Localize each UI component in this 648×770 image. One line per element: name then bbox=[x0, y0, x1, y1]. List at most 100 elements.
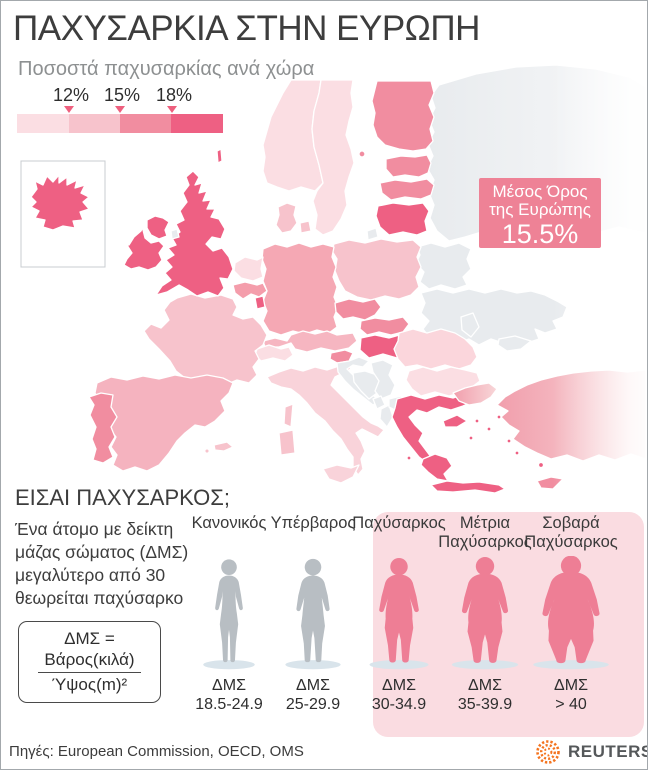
legend-bin-1 bbox=[17, 114, 69, 133]
aegean-island bbox=[474, 418, 480, 424]
country-austria bbox=[262, 330, 358, 353]
sicily-island bbox=[322, 464, 360, 484]
country-moldova bbox=[460, 312, 480, 338]
moderately-obese-body-icon bbox=[451, 557, 519, 670]
corsica-island bbox=[283, 403, 294, 428]
europe-choropleth-map bbox=[20, 56, 647, 506]
bmi-range: 18.5-24.9 bbox=[195, 696, 263, 713]
legend-tick-18: 18% bbox=[155, 85, 193, 105]
balearic-islands bbox=[213, 441, 234, 452]
bmi-category-overweight: Υπέρβαρος ΔΜΣ 25-29.9 bbox=[263, 514, 363, 734]
legend-marker-icon bbox=[167, 106, 177, 113]
bmi-category-normal: Κανονικός ΔΜΣ 18.5-24.9 bbox=[179, 514, 279, 734]
country-france bbox=[143, 293, 268, 386]
bmi-label: ΔΜΣ bbox=[468, 677, 502, 694]
isle-of-man bbox=[170, 228, 180, 240]
ionian-island bbox=[406, 455, 412, 461]
country-lithuania bbox=[375, 202, 430, 236]
bmi-range: 25-29.9 bbox=[285, 696, 341, 713]
shetland-islands bbox=[216, 148, 223, 164]
country-romania bbox=[393, 328, 478, 370]
country-serbia bbox=[370, 359, 396, 400]
reuters-sunburst-icon bbox=[536, 740, 560, 764]
country-greece bbox=[391, 393, 475, 464]
country-ireland bbox=[123, 222, 165, 271]
callout-line2: της Ευρώπης bbox=[489, 200, 591, 219]
obese-highlight-panel bbox=[373, 512, 644, 737]
bmi-label: ΔΜΣ bbox=[554, 677, 588, 694]
aegean-island bbox=[506, 438, 512, 444]
country-spain bbox=[94, 374, 234, 472]
reuters-wordmark: REUTERS bbox=[568, 742, 648, 761]
country-estonia bbox=[385, 154, 432, 178]
aegean-island bbox=[514, 450, 520, 456]
country-belgium bbox=[232, 281, 268, 300]
obese-body-icon bbox=[369, 557, 429, 670]
severely-obese-body-icon bbox=[533, 556, 609, 670]
bmi-label: ΔΜΣ bbox=[382, 677, 416, 694]
normal-body-icon bbox=[203, 559, 255, 670]
map-east-fade bbox=[553, 56, 647, 506]
bmi-description: Ένα άτομο με δείκτη μάζας σώματος (ΔΜΣ) … bbox=[15, 519, 189, 608]
uk-northern-ireland bbox=[146, 215, 170, 240]
country-turkey-thrace bbox=[452, 382, 498, 406]
bmi-category-moderately-obese: Μέτρια Παχύσαρκος ΔΜΣ 35-39.9 bbox=[435, 514, 535, 734]
bmi-section-heading: ΕΙΣΑΙ ΠΑΧΥΣΑΡΚΟΣ; bbox=[15, 485, 230, 510]
country-belarus bbox=[415, 242, 472, 290]
sardinia-island bbox=[278, 429, 296, 456]
category-label: Υπέρβαρος bbox=[270, 514, 356, 532]
subtitle: Ποσοστά παχυσαρκίας ανά χώρα bbox=[18, 58, 315, 80]
formula-numerator: Βάρος(κιλά) bbox=[38, 649, 141, 673]
greece-euboea-island bbox=[442, 414, 468, 428]
country-sweden bbox=[311, 79, 355, 236]
formula-lhs: ΔΜΣ = bbox=[64, 629, 115, 648]
bmi-label: ΔΜΣ bbox=[296, 677, 330, 694]
bmi-range: > 40 bbox=[555, 696, 587, 713]
ibiza-island bbox=[204, 448, 210, 454]
legend-bin-2 bbox=[69, 114, 120, 133]
legend-color-scale bbox=[17, 114, 223, 133]
country-iceland bbox=[30, 174, 90, 231]
rhodes-island bbox=[537, 461, 545, 469]
reuters-logo: REUTERS bbox=[534, 738, 648, 766]
category-label: Παχύσαρκος bbox=[352, 514, 446, 532]
bmi-range: 35-39.9 bbox=[457, 696, 513, 713]
page-title: ΠΑΧΥΣΑΡΚΙΑ ΣΤΗΝ ΕΥΡΩΠΗ bbox=[13, 9, 480, 48]
legend-tick-12: 12% bbox=[52, 85, 90, 105]
greece-peloponnese bbox=[420, 453, 453, 482]
country-denmark bbox=[275, 202, 298, 234]
kaliningrad bbox=[366, 227, 379, 241]
country-montenegro bbox=[372, 395, 386, 410]
legend-bin-4 bbox=[171, 114, 223, 133]
country-germany bbox=[261, 242, 339, 336]
category-label: Σοβαρά Παχύσαρκος bbox=[524, 514, 618, 551]
crete-island bbox=[430, 480, 506, 494]
ionian-island bbox=[468, 435, 474, 441]
country-poland bbox=[331, 238, 422, 301]
category-label: Μέτρια Παχύσαρκος bbox=[438, 514, 532, 551]
category-label: Κανονικός bbox=[191, 514, 267, 532]
europe-average-callout: Μέσος Όρος της Ευρώπης 15.5% bbox=[479, 178, 601, 249]
country-finland bbox=[371, 80, 435, 152]
legend-tick-15: 15% bbox=[103, 85, 141, 105]
legend-bin-3 bbox=[120, 114, 171, 133]
country-portugal bbox=[88, 392, 118, 464]
denmark-islands bbox=[299, 220, 312, 234]
overweight-body-icon bbox=[285, 558, 341, 670]
country-czech-republic bbox=[334, 298, 382, 321]
country-netherlands bbox=[233, 256, 264, 282]
legend-marker-icon bbox=[115, 106, 125, 113]
country-latvia bbox=[379, 178, 435, 201]
bmi-category-severely-obese: Σοβαρά Παχύσαρκος ΔΜΣ > 40 bbox=[521, 514, 621, 734]
legend-marker-icon bbox=[64, 106, 74, 113]
iceland-inset-frame bbox=[20, 160, 106, 268]
callout-value: 15.5% bbox=[501, 219, 579, 249]
country-luxembourg bbox=[254, 295, 266, 310]
bmi-category-obese: Παχύσαρκος ΔΜΣ 30-34.9 bbox=[349, 514, 449, 734]
country-united-kingdom bbox=[155, 170, 234, 297]
aegean-island bbox=[486, 426, 492, 432]
country-albania bbox=[379, 404, 394, 428]
bmi-formula-box: ΔΜΣ = Βάρος(κιλά) Ύψος(m)² bbox=[18, 621, 161, 703]
bmi-label: ΔΜΣ bbox=[212, 677, 246, 694]
